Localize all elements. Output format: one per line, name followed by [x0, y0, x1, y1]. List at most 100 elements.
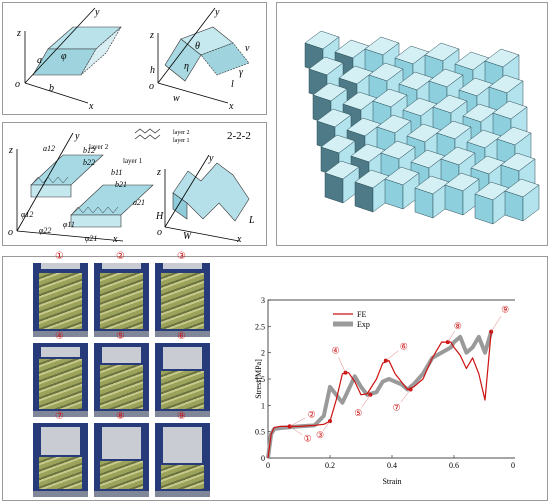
y-axis-label: Stress[MPa] [255, 359, 263, 399]
specimen [39, 359, 82, 409]
layered-block-left: z y o x a12 b12 b22 b11 b21 a21 φ12 φ22 … [8, 131, 154, 245]
geometry-panel-single: z y o x a b φ z y h o x w l v γ θ η [2, 2, 267, 115]
axis-y-label-layered-right: y [208, 153, 214, 164]
x-axis-label: Strain [382, 477, 401, 486]
state-leader [289, 417, 306, 427]
compression-photo [33, 423, 88, 497]
param-b12-label: b12 [83, 146, 95, 155]
configuration-label: 2-2-2 [227, 130, 251, 142]
y-tick-label: 2 [261, 349, 265, 358]
axis-z-label-layered-right: z [156, 167, 161, 178]
y-tick-label: 2.5 [255, 322, 265, 331]
loading-plate [41, 263, 80, 269]
axis-z-label-layered: z [8, 145, 13, 156]
param-phi-label: φ [61, 51, 67, 62]
base-plate [94, 491, 149, 497]
param-W-label: W [183, 231, 193, 242]
param-b-label: b [49, 83, 54, 94]
base-plate [155, 491, 210, 497]
photo-step-label: ② [116, 251, 125, 262]
photo-step-label: ③ [177, 251, 186, 262]
loading-plate [163, 263, 202, 269]
state-label: ① [304, 433, 312, 443]
x-tick-label: 0.4 [387, 461, 397, 470]
specimen [100, 461, 143, 489]
axis-ticks: 0 0.2 0.4 0.6 0.8 0 0.5 1 1.5 2 2.5 3 [255, 296, 515, 470]
loading-plate [163, 347, 202, 369]
param-b21-label: b21 [115, 180, 127, 189]
state-label: ② [308, 409, 316, 419]
compression-photo [94, 423, 149, 497]
chart-series [266, 331, 494, 459]
param-a21-label: a21 [133, 198, 145, 207]
single-unit-diagram: z y o x a b φ z y h o x w l v γ θ η [15, 7, 250, 112]
state-label: ⑥ [400, 342, 408, 352]
compression-photo [94, 263, 149, 337]
param-v-label: v [245, 43, 250, 54]
state-leader [385, 350, 399, 361]
compression-photo [155, 263, 210, 337]
state-leader [322, 420, 331, 432]
param-b11-label: b11 [111, 168, 122, 177]
photo-step-label: ⑥ [177, 331, 186, 342]
state-leader [400, 389, 411, 403]
axis-x-label-layered-right: x [236, 234, 242, 245]
unit-cell-left: z y o x a b φ [15, 7, 122, 112]
param-a12-label: a12 [43, 144, 55, 153]
state-label: ⑨ [501, 305, 509, 315]
param-phi12-label: φ12 [21, 210, 33, 219]
layer1-label: layer 1 [123, 157, 143, 165]
state-point [368, 392, 373, 397]
state-leader [338, 357, 346, 373]
specimen [161, 273, 204, 329]
axis-z-label: z [16, 28, 21, 39]
param-theta-label: θ [195, 41, 200, 52]
unit-cell-right: z y h o x w l v γ θ η [149, 7, 250, 112]
photo-step-label: ⑨ [177, 411, 186, 422]
base-plate [94, 331, 149, 337]
base-plate [33, 331, 88, 337]
param-w-label: w [173, 93, 180, 104]
axis-y-label-right: y [214, 7, 220, 18]
layered-block-right: z y H o x W L [155, 153, 255, 245]
specimen [161, 465, 204, 489]
y-tick-label: 1 [261, 401, 265, 410]
loading-plate [41, 427, 80, 455]
y-tick-label: 1.5 [255, 375, 265, 384]
param-L-label: L [248, 215, 255, 226]
fe-series-line [267, 331, 492, 459]
specimen [39, 457, 82, 489]
state-leader [490, 316, 502, 332]
cube-cell [504, 178, 540, 222]
layer-stack-icon: layer 2 layer 1 [134, 128, 190, 144]
param-phi21-label: φ21 [85, 234, 97, 243]
compression-photo [155, 343, 210, 417]
param-l-label: l [231, 79, 234, 90]
state-label: ④ [331, 346, 339, 356]
small-layer2-label: layer 2 [173, 130, 190, 136]
origami-metamaterial-render [304, 30, 540, 225]
legend-exp-label: Exp [357, 320, 370, 329]
state-label: ⑤ [354, 408, 362, 418]
compression-photo [155, 423, 210, 497]
compression-photo [94, 343, 149, 417]
specimen [39, 273, 82, 329]
state-label: ③ [316, 430, 324, 440]
specimen [100, 273, 143, 329]
param-h-label: h [150, 65, 155, 76]
param-H-label: H [155, 211, 164, 222]
state-leader [289, 426, 303, 436]
axis-y-label: y [94, 7, 100, 18]
origin-label-layered: o [8, 227, 13, 238]
x-tick-label: 0.2 [325, 461, 335, 470]
y-tick-label: 3 [261, 296, 265, 305]
point-markers: ① ② ③ ④ ⑤ ⑥ ⑦ ⑧ ⑨ [287, 305, 509, 443]
loading-plate [102, 427, 141, 459]
state-label: ⑧ [454, 321, 462, 331]
compression-photo [33, 343, 88, 417]
y-tick-label: 0 [261, 454, 265, 463]
axis-y-label-layered: y [74, 131, 80, 142]
loading-plate [102, 347, 141, 363]
axis-x-label-layered: x [112, 234, 118, 245]
loading-plate [102, 263, 141, 269]
